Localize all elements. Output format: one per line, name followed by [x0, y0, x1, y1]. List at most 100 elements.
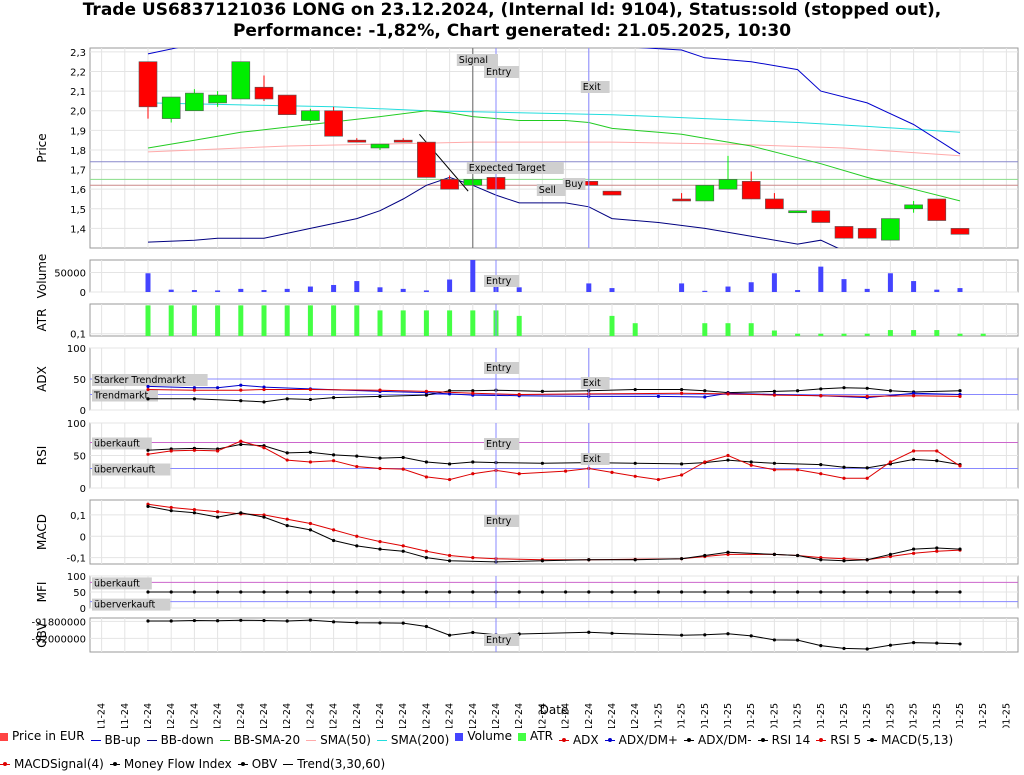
legend-item: BB-up [90, 730, 141, 751]
macd-line-point [819, 558, 823, 562]
macd-line-point [448, 559, 452, 563]
adx-line-point [958, 394, 962, 398]
legend-swatch [517, 732, 526, 741]
volume-bar [377, 287, 383, 292]
legend-swatch [146, 739, 157, 741]
macd-line-point [726, 550, 730, 554]
legend-label: BB-SMA-20 [233, 732, 301, 747]
expected-target-label: Expected Target [469, 163, 546, 174]
rsi-entry-label-bg [484, 438, 519, 450]
x-tick-label: 16-12-24 [375, 703, 386, 728]
price-tick-label: 2,2 [70, 68, 86, 79]
candle-body [718, 179, 738, 190]
macd-line-point [192, 511, 196, 515]
volume-bar [934, 289, 940, 292]
macd-panel-frame [89, 499, 1019, 565]
atr-bar [911, 330, 917, 336]
price-tick-label: 1,5 [70, 205, 86, 216]
macd-line-point [169, 509, 173, 513]
atr-bar [980, 333, 986, 336]
volume-bar [284, 288, 290, 292]
obv-line-point [146, 619, 150, 623]
obv-line-point [262, 618, 266, 623]
adx-dm-minus-line-point [262, 400, 266, 404]
atr-bar [957, 333, 963, 336]
obv-line-point [355, 621, 359, 625]
macd-signal-line-point [332, 528, 336, 532]
x-tick-label: 26-12-24 [561, 703, 572, 728]
rsi5-line-point [239, 439, 243, 443]
legend-swatch [109, 761, 120, 766]
macd-signal-line-point [935, 549, 939, 553]
candle-body [834, 226, 854, 239]
candle-body [370, 143, 390, 149]
rsi14-line-point [680, 462, 684, 466]
rsi5-line-point [564, 469, 568, 473]
rsi5-line-point [401, 467, 405, 471]
candle-body [927, 198, 947, 221]
x-tick-label: 13-01-25 [839, 703, 850, 728]
obv-line-point [819, 644, 823, 648]
volume-bar [887, 273, 893, 292]
mfi-line-point [285, 590, 289, 594]
rsi14-line-point [401, 455, 405, 460]
candle-body [161, 96, 181, 119]
legend-label: SMA(200) [390, 732, 450, 747]
adx-dm-minus-line-point [680, 387, 684, 392]
legend-item: SMA(200) [376, 730, 450, 751]
adx-dm-minus-line-point [540, 389, 545, 393]
x-tick-label: 08-01-25 [769, 703, 780, 728]
macd-line-point [540, 559, 545, 563]
atr-bar [771, 330, 777, 336]
rsi-entry-label: Entry [486, 439, 512, 450]
volume-bar [307, 286, 313, 292]
rsi14-line-point [819, 463, 823, 467]
rsi-exit-label: Exit [583, 454, 601, 465]
macd-line-point [772, 552, 777, 557]
rsi5-line-point [888, 460, 893, 464]
volume-bar [145, 273, 151, 292]
mfi-line-point [146, 590, 150, 594]
candle-body [788, 210, 807, 214]
rsi5-line-point [285, 458, 289, 462]
macd-line-point [308, 528, 312, 532]
adx-axis-label: ADX [35, 366, 49, 392]
volume-bar [191, 290, 197, 292]
obv-line-point [912, 641, 916, 645]
volume-bar [400, 288, 406, 292]
adx-dm-minus-line-point [703, 389, 707, 393]
legend-swatch [683, 737, 694, 742]
obv-line-point [703, 633, 707, 637]
atr-bar [400, 310, 406, 336]
obv-line-point [726, 632, 730, 636]
rsi-lower-label-bg [92, 463, 171, 476]
mfi-line-point [749, 590, 753, 594]
legend-label: Volume [467, 729, 512, 743]
rsi5-line-point [192, 448, 196, 452]
adx-line-point [192, 388, 196, 392]
x-tick-label: 03-12-24 [166, 703, 177, 728]
macd-line-point [703, 553, 707, 558]
adx-tick-label: 100 [67, 344, 86, 355]
x-tick-label: 13-12-24 [352, 703, 363, 728]
x-tick-label: 20-12-24 [468, 703, 479, 728]
atr-bar [354, 305, 360, 336]
x-tick-label: 23-12-24 [491, 703, 502, 728]
rsi14-line-point [772, 461, 777, 465]
atr-bar [238, 305, 244, 336]
obv-panel-frame [89, 617, 1019, 653]
legend-swatch [757, 737, 768, 742]
rsi5-line-point [912, 449, 916, 453]
macd-entry-label-bg [484, 515, 519, 527]
legend-item: Money Flow Index [109, 754, 232, 775]
macd-signal-line-point [355, 534, 359, 538]
legend-item: ADX/DM+ [604, 730, 678, 751]
legend-item: Volume [455, 726, 512, 747]
atr-bar [145, 305, 151, 336]
x-tick-label: 02-12-24 [143, 703, 154, 728]
entry-label-bg [484, 66, 519, 78]
x-tick-label: 24-12-24 [514, 703, 525, 728]
mfi-tick-label: 0 [80, 604, 86, 615]
x-tick-label: 14-01-25 [862, 703, 873, 728]
rsi14-line-point [355, 454, 359, 458]
